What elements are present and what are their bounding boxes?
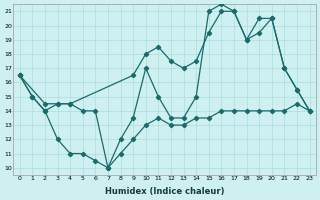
X-axis label: Humidex (Indice chaleur): Humidex (Indice chaleur) bbox=[105, 187, 224, 196]
